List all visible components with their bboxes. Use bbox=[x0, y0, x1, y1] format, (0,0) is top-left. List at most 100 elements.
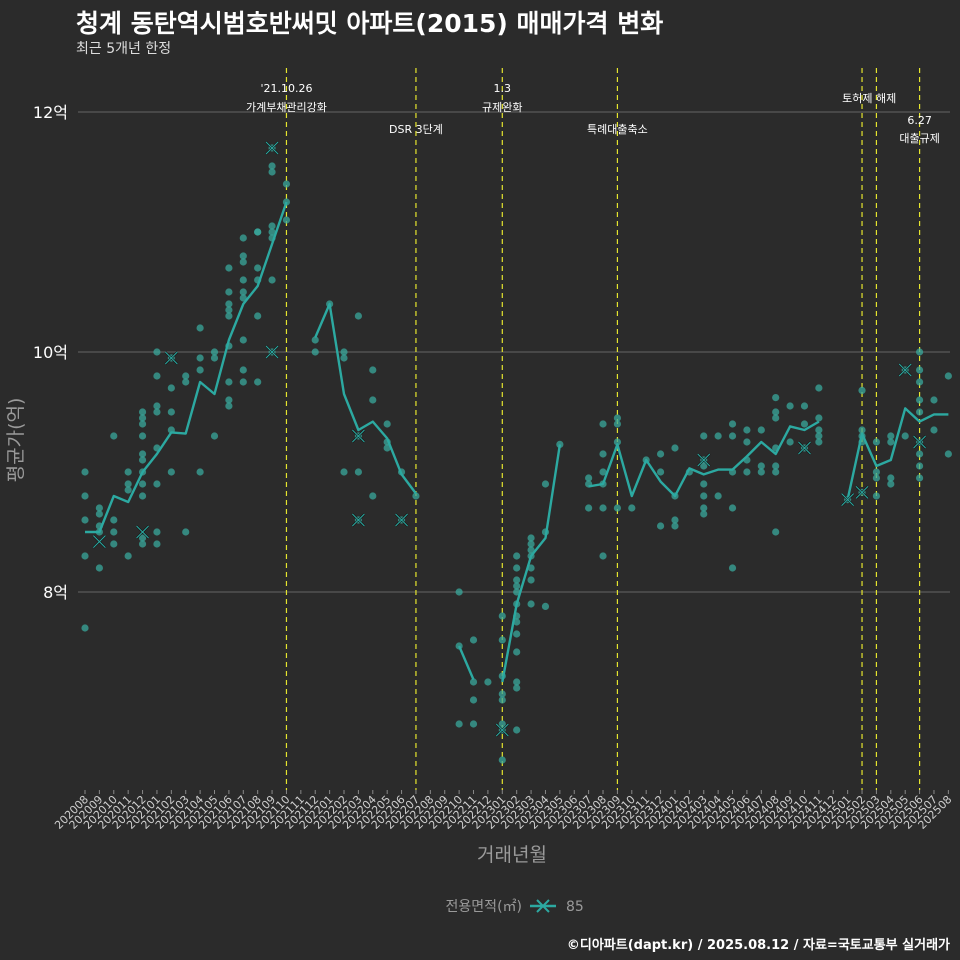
transaction-point bbox=[167, 384, 175, 392]
transaction-point bbox=[81, 516, 89, 524]
max-marker-inner bbox=[164, 351, 178, 365]
transaction-point bbox=[930, 426, 938, 434]
transaction-point bbox=[728, 420, 737, 428]
series-line-segment bbox=[85, 201, 288, 534]
transaction-point bbox=[412, 492, 420, 500]
transaction-point bbox=[196, 354, 204, 362]
transaction-point bbox=[81, 468, 89, 476]
transaction-point bbox=[182, 378, 190, 386]
transaction-point bbox=[772, 408, 780, 416]
transaction-point bbox=[513, 564, 521, 572]
transaction-point bbox=[728, 564, 737, 572]
series-line-segment bbox=[457, 645, 475, 681]
transaction-point bbox=[153, 480, 161, 488]
transaction-point bbox=[354, 468, 362, 476]
transaction-point bbox=[613, 420, 622, 428]
transaction-point bbox=[110, 540, 118, 548]
x-axis: 2020082020092020102020112020122021012021… bbox=[52, 790, 954, 832]
transaction-point bbox=[498, 696, 506, 704]
transaction-point bbox=[282, 180, 291, 188]
transaction-point bbox=[110, 516, 118, 524]
event-label: 대출규제 bbox=[899, 132, 939, 145]
transaction-point bbox=[599, 420, 607, 428]
transaction-point bbox=[311, 348, 319, 356]
grid-lines bbox=[78, 111, 950, 593]
transaction-point bbox=[656, 468, 665, 476]
transaction-point bbox=[138, 480, 147, 488]
event-label: '21.10.26 bbox=[260, 82, 312, 95]
max-marker-inner bbox=[495, 723, 509, 737]
y-axis-title: 평균가(억) bbox=[5, 398, 27, 483]
y-tick-label: 8억 bbox=[43, 583, 68, 602]
transaction-point bbox=[196, 468, 204, 476]
transaction-point bbox=[81, 492, 89, 500]
page-title: 청계 동탄역시범호반써밋 아파트(2015) 매매가격 변화 bbox=[76, 9, 664, 38]
max-marker-inner bbox=[265, 345, 279, 359]
transaction-point bbox=[110, 432, 118, 440]
transaction-point bbox=[455, 720, 463, 728]
transaction-point bbox=[498, 690, 506, 698]
legend: 전용면적(㎡) 85 bbox=[446, 899, 584, 915]
transaction-point bbox=[772, 528, 780, 536]
transaction-point bbox=[498, 636, 506, 644]
transaction-point bbox=[915, 396, 924, 404]
event-lines bbox=[285, 68, 921, 790]
transaction-point bbox=[498, 612, 506, 620]
transaction-point bbox=[498, 720, 506, 728]
transaction-point bbox=[124, 486, 132, 494]
transaction-point bbox=[469, 696, 478, 704]
transaction-point bbox=[800, 420, 809, 428]
transaction-point bbox=[541, 480, 550, 488]
transaction-point bbox=[815, 426, 823, 434]
transaction-point bbox=[757, 468, 765, 476]
max-markers bbox=[92, 141, 927, 737]
transaction-point bbox=[225, 288, 233, 296]
transaction-point bbox=[700, 492, 708, 500]
transaction-point bbox=[282, 216, 291, 224]
transaction-point bbox=[944, 372, 952, 380]
transaction-point bbox=[772, 394, 780, 402]
transaction-point bbox=[527, 534, 535, 542]
transaction-point bbox=[628, 504, 636, 512]
transaction-point bbox=[124, 552, 132, 560]
transaction-point bbox=[915, 408, 924, 416]
transaction-point bbox=[599, 552, 607, 560]
x-axis-title: 거래년월 bbox=[477, 844, 547, 866]
transaction-point bbox=[124, 468, 132, 476]
transaction-point bbox=[887, 480, 895, 488]
transaction-point bbox=[95, 504, 103, 512]
transaction-point bbox=[513, 630, 521, 638]
transaction-point bbox=[541, 602, 550, 611]
transaction-point bbox=[225, 264, 233, 272]
source-caption: ©디아파트(dapt.kr) / 2025.08.12 / 자료=국토교통부 실… bbox=[566, 938, 950, 953]
transaction-point bbox=[311, 336, 319, 344]
y-tick-label: 12억 bbox=[33, 103, 68, 122]
transaction-point bbox=[225, 396, 233, 404]
transaction-point bbox=[613, 414, 622, 422]
transaction-point bbox=[138, 432, 147, 440]
transaction-point bbox=[513, 648, 521, 656]
transaction-point bbox=[254, 228, 262, 236]
transaction-point bbox=[138, 456, 147, 464]
transaction-point bbox=[239, 276, 247, 284]
transaction-point bbox=[469, 720, 478, 728]
transaction-point bbox=[254, 264, 262, 272]
transaction-point bbox=[239, 366, 247, 374]
event-label: 6.27 bbox=[907, 114, 932, 127]
transaction-point bbox=[225, 306, 233, 314]
transaction-point bbox=[498, 756, 506, 764]
transaction-point bbox=[182, 372, 190, 380]
transaction-point bbox=[527, 540, 535, 548]
transaction-point bbox=[268, 162, 276, 170]
transaction-point bbox=[268, 276, 276, 284]
transaction-point bbox=[167, 468, 175, 476]
transaction-point bbox=[513, 588, 521, 596]
transaction-point bbox=[138, 534, 147, 542]
transaction-point bbox=[153, 348, 161, 356]
transaction-point bbox=[527, 576, 535, 584]
max-marker-inner bbox=[265, 141, 279, 155]
transaction-point bbox=[369, 396, 377, 404]
transaction-point bbox=[225, 300, 233, 308]
price-chart: 8억 10억 12억 2020082020092020102020112020122… bbox=[5, 68, 954, 915]
transaction-point bbox=[81, 624, 89, 632]
